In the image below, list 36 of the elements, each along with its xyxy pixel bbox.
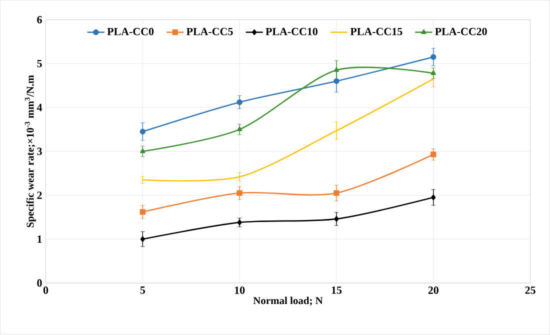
y-tick-label: 5 [37, 60, 42, 68]
x-tick-label: 25 [525, 286, 536, 294]
x-tick-label: 10 [234, 286, 245, 294]
point [236, 99, 242, 106]
point [334, 67, 340, 72]
legend-label: PLA-CC0 [107, 28, 154, 36]
point [140, 209, 146, 215]
point [140, 148, 146, 154]
y-tick-label: 3 [37, 148, 42, 156]
y-tick-label: 6 [37, 16, 42, 24]
point [430, 70, 436, 76]
point [237, 220, 242, 226]
x-tick-label: 20 [428, 286, 438, 294]
legend-label: PLA-CC20 [435, 28, 487, 36]
point [237, 126, 242, 132]
point [430, 152, 436, 158]
point [236, 190, 242, 196]
point [334, 78, 340, 84]
x-tick-label: 0 [43, 286, 48, 294]
y-tick-label: 0 [37, 279, 42, 287]
legend-label: PLA-CC10 [266, 28, 318, 36]
point [140, 128, 146, 135]
point [140, 236, 145, 242]
x-tick-label: 5 [140, 286, 146, 294]
point [431, 194, 436, 200]
point [430, 54, 436, 60]
point [334, 216, 339, 222]
x-axis-title: Normal load; N [253, 296, 323, 306]
x-tick-label: 15 [332, 286, 342, 294]
legend-label: PLA-CC15 [350, 28, 402, 36]
y-tick-label: 2 [37, 192, 42, 199]
legend-label: PLA-CC5 [186, 28, 233, 36]
y-axis-title: Specific wear rate;×10$^{-3}$ mm$^{3}$/N.m [24, 75, 36, 228]
y-tick-label: 4 [36, 104, 42, 112]
point [334, 190, 340, 196]
y-tick-label: 1 [38, 236, 42, 243]
